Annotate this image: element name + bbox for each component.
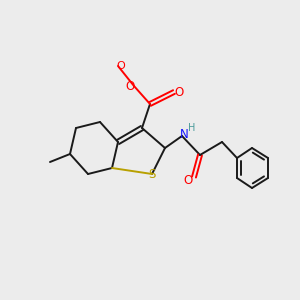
Text: N: N	[180, 128, 188, 142]
Text: O: O	[117, 61, 125, 71]
Text: O: O	[125, 80, 135, 92]
Text: S: S	[148, 167, 156, 181]
Text: O: O	[183, 173, 193, 187]
Text: H: H	[188, 123, 196, 133]
Text: O: O	[174, 85, 184, 98]
